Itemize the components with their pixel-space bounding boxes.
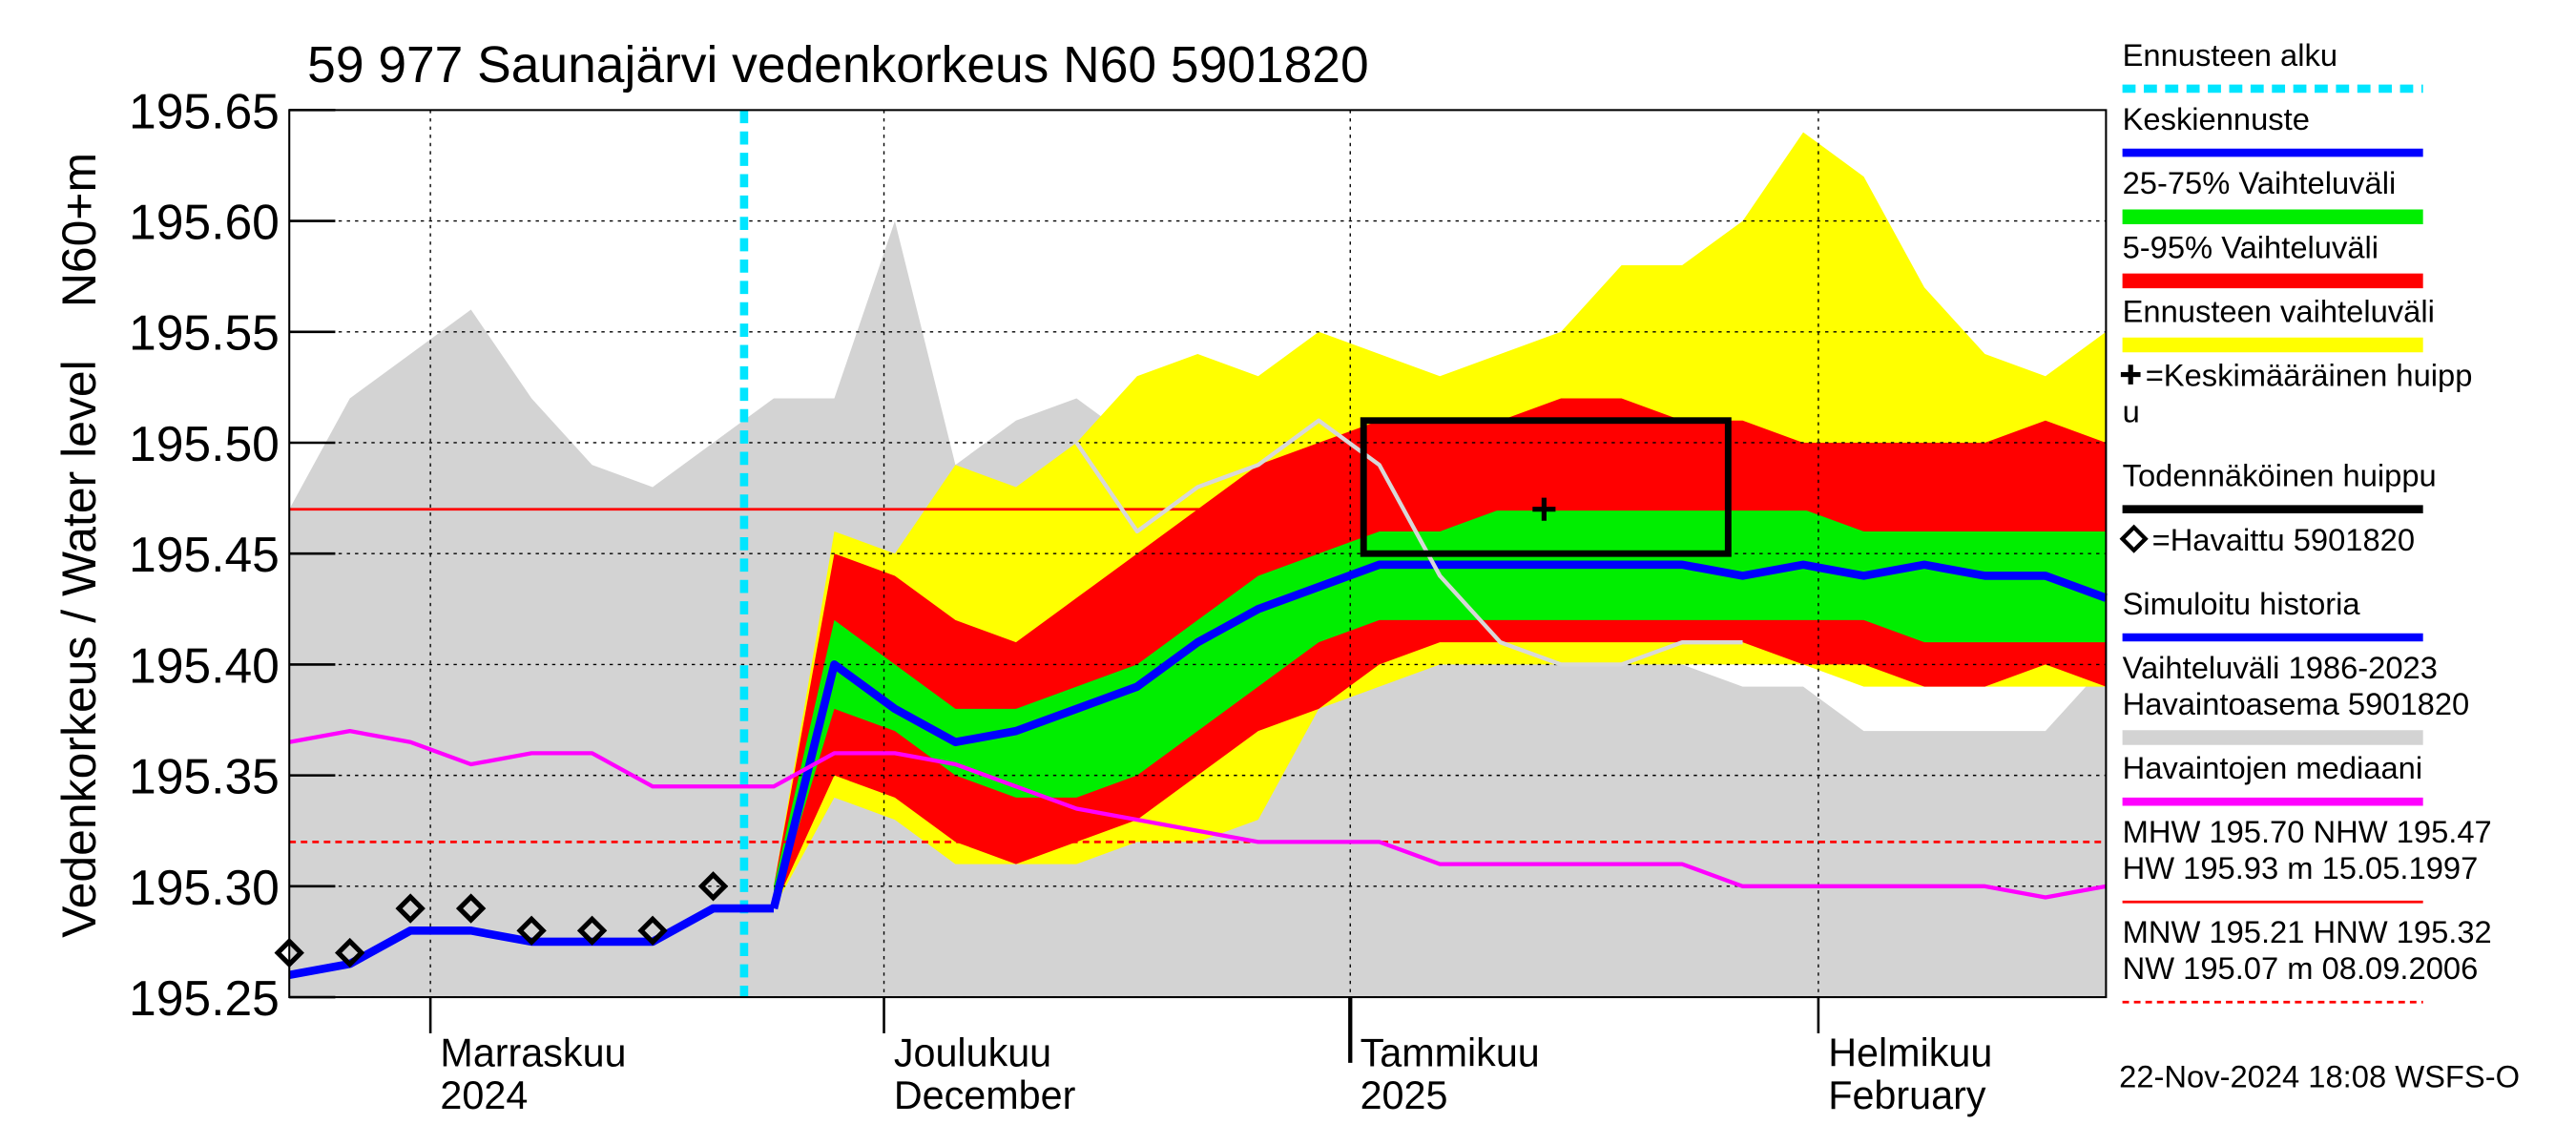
footer: 22-Nov-2024 18:08 WSFS-O: [2119, 1059, 2520, 1094]
x-tick-label: December: [894, 1073, 1076, 1117]
y-tick-label: 195.60: [129, 195, 280, 250]
y-axis-label: Vedenkorkeus / Water level: [52, 360, 106, 938]
legend-label: 5-95% Vaihteluväli: [2123, 229, 2379, 264]
legend-label: =Havaittu 5901820: [2152, 522, 2415, 557]
observed-point: [274, 937, 304, 968]
observed-point: [455, 893, 487, 924]
series-line: [769, 560, 2108, 910]
x-tick-label: Joulukuu: [894, 1030, 1051, 1074]
series-line: [1074, 418, 1743, 667]
x-tick-label: Tammikuu: [1361, 1030, 1540, 1074]
observed-point: [697, 871, 729, 902]
y-tick-label: 195.55: [129, 305, 280, 361]
y-axis-unit: N60+m: [52, 153, 106, 307]
series-line: [288, 728, 2107, 900]
legend-symbol: [2119, 524, 2149, 553]
legend-symbol: [2120, 364, 2141, 385]
mean-peak: [1532, 497, 1556, 521]
y-tick-label: 195.30: [129, 860, 280, 915]
observed-point: [576, 915, 608, 947]
x-tick-label: Helmikuu: [1828, 1030, 1992, 1074]
legend-label: u: [2123, 393, 2140, 428]
legend-label: Vaihteluväli 1986-2023: [2123, 650, 2438, 685]
x-tick-label: 2025: [1361, 1073, 1448, 1117]
y-tick-label: 195.65: [129, 83, 280, 138]
legend-label: MHW 195.70 NHW 195.47: [2123, 814, 2492, 849]
observed-point: [516, 915, 547, 947]
y-tick-label: 195.50: [129, 416, 280, 471]
legend-label: Todennäköinen huippu: [2123, 458, 2437, 493]
legend-label: Havaintoasema 5901820: [2123, 686, 2470, 721]
x-tick-label: February: [1828, 1073, 1986, 1117]
peak-box: [1360, 417, 1732, 557]
observed-point: [395, 893, 426, 924]
legend-label: Ennusteen vaihteluväli: [2123, 293, 2435, 328]
x-tick-label: Marraskuu: [440, 1030, 626, 1074]
legend-label: Simuloitu historia: [2123, 586, 2361, 621]
y-tick-label: 195.35: [129, 749, 280, 804]
plot-frame: [288, 109, 2108, 999]
y-tick-label: 195.45: [129, 527, 280, 582]
legend-label: =Keskimääräinen huipp: [2146, 358, 2473, 393]
legend-label: Havaintojen mediaani: [2123, 750, 2423, 785]
chart-title: 59 977 Saunajärvi vedenkorkeus N60 59018…: [307, 37, 1368, 94]
x-tick-label: 2024: [440, 1073, 528, 1117]
legend-label: MNW 195.21 HNW 195.32: [2123, 914, 2492, 949]
legend-label: Keskiennuste: [2123, 101, 2310, 136]
y-tick-label: 195.25: [129, 970, 280, 1026]
observed-point: [637, 915, 668, 947]
legend-label: 25-75% Vaihteluväli: [2123, 165, 2397, 200]
y-tick-label: 195.40: [129, 637, 280, 693]
observed-point: [334, 937, 365, 968]
band-area: [774, 509, 2107, 909]
legend-label: NW 195.07 m 08.09.2006: [2123, 950, 2479, 986]
legend-label: HW 195.93 m 15.05.1997: [2123, 850, 2479, 885]
legend-label: Ennusteen alku: [2123, 37, 2337, 73]
